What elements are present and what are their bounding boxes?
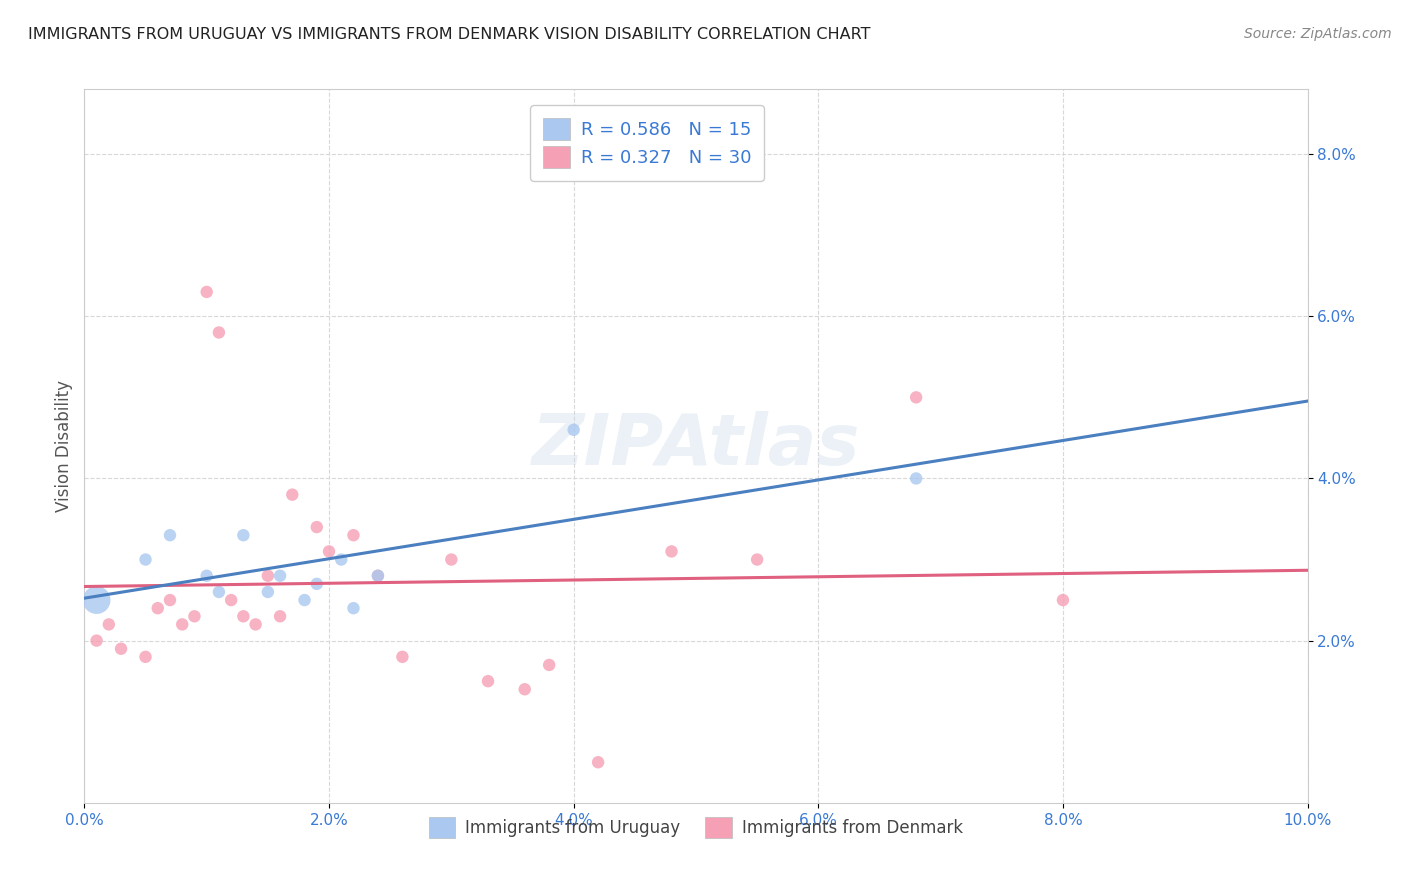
Point — [257, 568, 280, 582]
Point — [97, 617, 120, 632]
Point — [342, 601, 364, 615]
Point — [330, 552, 353, 566]
Point — [318, 544, 340, 558]
Point — [232, 609, 254, 624]
Point — [208, 585, 231, 599]
Point — [269, 609, 291, 624]
Point — [172, 617, 194, 632]
Point — [440, 552, 463, 566]
Point — [477, 674, 499, 689]
Point — [305, 577, 328, 591]
Point — [1052, 593, 1074, 607]
Point — [86, 593, 108, 607]
Point — [110, 641, 132, 656]
Point — [513, 682, 536, 697]
Point — [269, 568, 291, 582]
Point — [538, 657, 561, 672]
Point — [86, 633, 108, 648]
Point — [135, 649, 157, 664]
Point — [195, 285, 218, 299]
Point — [281, 488, 304, 502]
Point — [245, 617, 267, 632]
Point — [135, 552, 157, 566]
Point — [159, 528, 181, 542]
Point — [219, 593, 242, 607]
Point — [159, 593, 181, 607]
Point — [391, 649, 413, 664]
Text: IMMIGRANTS FROM URUGUAY VS IMMIGRANTS FROM DENMARK VISION DISABILITY CORRELATION: IMMIGRANTS FROM URUGUAY VS IMMIGRANTS FR… — [28, 27, 870, 42]
Y-axis label: Vision Disability: Vision Disability — [55, 380, 73, 512]
Point — [195, 568, 218, 582]
Point — [257, 585, 280, 599]
Point — [367, 568, 389, 582]
Point — [294, 593, 316, 607]
Point — [905, 471, 928, 485]
Text: Source: ZipAtlas.com: Source: ZipAtlas.com — [1244, 27, 1392, 41]
Point — [342, 528, 364, 542]
Point — [183, 609, 205, 624]
Point — [146, 601, 169, 615]
Point — [562, 423, 585, 437]
Point — [905, 390, 928, 404]
Point — [586, 756, 609, 770]
Point — [367, 568, 389, 582]
Point — [232, 528, 254, 542]
Point — [208, 326, 231, 340]
Text: ZIPAtlas: ZIPAtlas — [531, 411, 860, 481]
Legend: Immigrants from Uruguay, Immigrants from Denmark: Immigrants from Uruguay, Immigrants from… — [422, 811, 970, 845]
Point — [661, 544, 683, 558]
Point — [747, 552, 769, 566]
Point — [305, 520, 328, 534]
